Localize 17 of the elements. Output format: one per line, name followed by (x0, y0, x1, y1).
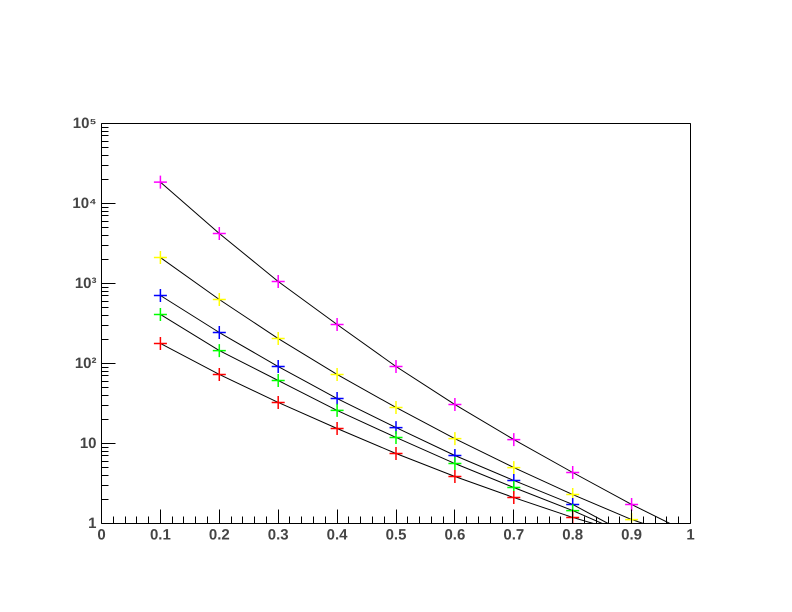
y-tick-label: 10⁴ (72, 195, 97, 212)
y-tick-label: 10² (74, 355, 97, 372)
x-tick-label: 0.2 (208, 526, 230, 544)
x-tick-label: 0.7 (503, 526, 524, 544)
x-tick-label: 0.9 (621, 526, 642, 544)
y-tick-label: 10 (80, 435, 97, 452)
x-tick-label: 0.5 (386, 526, 406, 544)
y-tick-label: 10³ (74, 275, 97, 292)
x-tick-label: 0.6 (444, 526, 466, 544)
x-tick-label: 0 (97, 526, 106, 544)
x-tick-label: 0.8 (562, 526, 584, 544)
x-tick-label: 1 (686, 526, 695, 544)
y-tick-label: 1 (88, 515, 96, 532)
x-tick-label: 0.4 (326, 526, 348, 544)
x-tick-label: 0.3 (268, 526, 289, 544)
x-tick-label: 0.1 (150, 526, 171, 544)
y-tick-label: 10⁵ (72, 115, 97, 132)
